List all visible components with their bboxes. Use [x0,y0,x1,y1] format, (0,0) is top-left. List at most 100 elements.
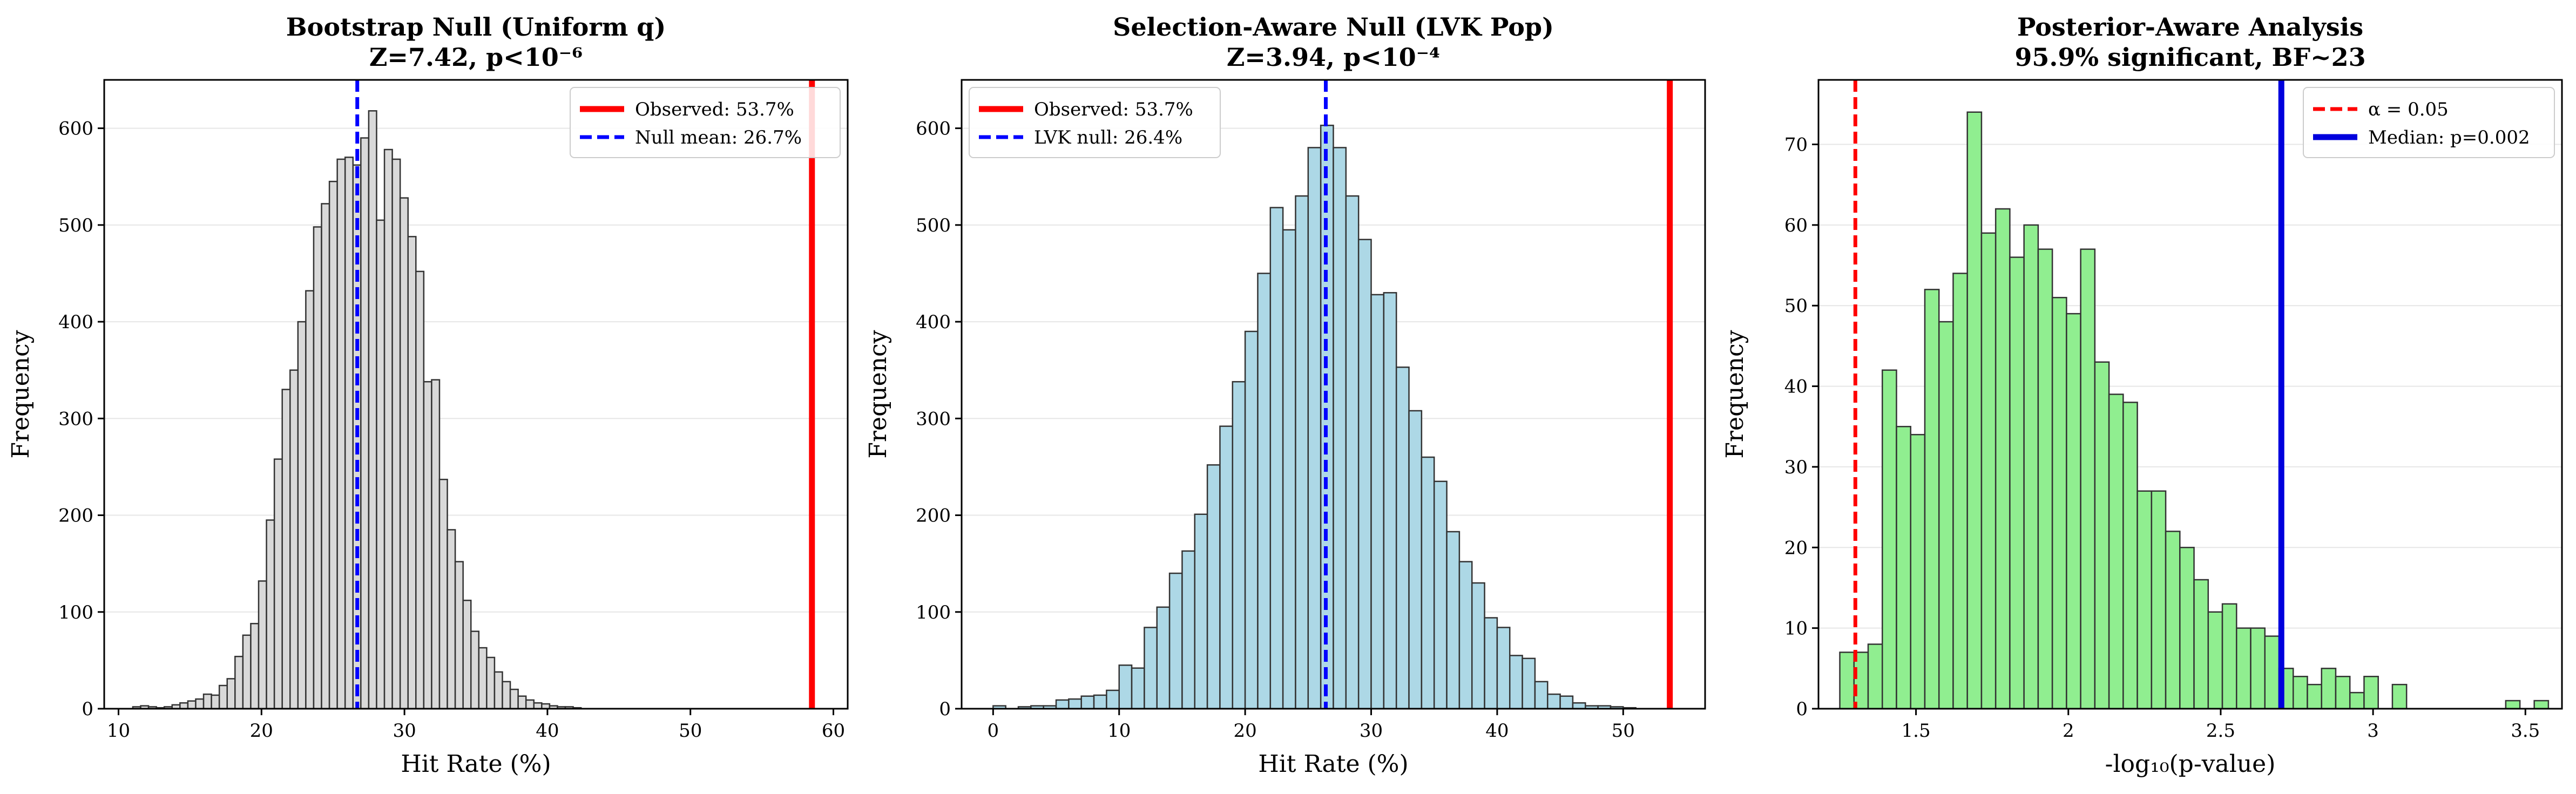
y-tick-label: 100 [58,602,93,623]
histogram-bar [1068,698,1082,710]
x-tick-label: 30 [1360,720,1383,742]
y-tick-label: 300 [58,408,93,430]
panel-title: Posterior-Aware Analysis [2017,12,2363,42]
histogram-bar [1144,627,1158,710]
y-axis-label: Frequency [7,330,35,458]
x-axis-ticks: 1.5 2 2.5 3 3.5 [1902,709,2540,742]
histogram-bar [462,600,472,710]
panel-title: Selection-Aware Null (LVK Pop) [1113,12,1554,42]
histogram-bar [2505,700,2521,710]
x-tick-label: 40 [1485,720,1509,742]
histogram-bar [242,634,252,710]
panel-selection-aware-null: Selection-Aware Null (LVK Pop) Z=3.94, p… [864,12,1706,778]
reference-lines [1323,80,1673,709]
histogram-bar [431,379,441,710]
histogram-bar [1295,195,1309,710]
panel-posterior-aware: Posterior-Aware Analysis 95.9% significa… [1721,12,2563,778]
histogram-bar [2321,668,2337,710]
histogram-bar [1559,695,1574,710]
histogram-bar [493,671,503,710]
histogram-bar [195,698,205,710]
histogram-bar [305,290,315,710]
x-tick-label: 20 [250,720,273,742]
y-tick-label: 200 [916,505,951,527]
histogram-bar [399,197,409,710]
histogram-bar [1484,617,1498,710]
histogram-bar [218,684,228,710]
y-tick-label: 70 [1784,134,1808,155]
histogram-bar [202,693,212,710]
x-axis-label: Hit Rate (%) [401,750,551,778]
histogram-bar [517,695,527,710]
x-tick-label: 2.5 [2206,720,2235,742]
histogram-bar [1357,239,1372,710]
histogram-bar [328,180,338,710]
x-tick-label: 0 [988,720,999,742]
legend-label-observed: Observed: 53.7% [1034,99,1193,120]
histogram-bar [1572,702,1586,710]
histogram-bar [1509,655,1523,710]
histogram-bar [407,236,417,710]
y-tick-label: 500 [916,215,951,236]
histogram-bar [1194,513,1208,710]
histogram-bar [423,381,432,710]
x-tick-label: 2 [2063,720,2074,742]
x-tick-label: 60 [822,720,845,742]
histogram-bar [368,110,377,710]
histogram-bar [2250,627,2266,710]
histogram-bar [2533,700,2550,710]
y-tick-label: 0 [1796,698,1808,720]
histogram-bar [1867,643,1883,710]
histogram-bar [1421,456,1435,710]
y-tick-label: 100 [916,602,951,623]
histogram-bar [1383,292,1397,710]
legend-label-alpha: α = 0.05 [2368,99,2449,120]
x-tick-label: 50 [1612,720,1635,742]
histogram-bar [1244,330,1259,710]
histogram-bar [478,647,488,710]
histogram-bar [533,702,543,710]
histogram-bar [2122,402,2138,710]
y-tick-label: 30 [1784,457,1808,478]
x-tick-label: 1.5 [1902,720,1931,742]
histogram-bar [2236,627,2252,710]
legend-label-null-mean: Null mean: 26.7% [635,127,802,148]
legend: α = 0.05 Median: p=0.002 [2303,87,2555,158]
x-axis-label: -log₁₀(p-value) [2105,750,2276,778]
histogram-bar [273,458,283,710]
legend-box [570,87,841,158]
y-tick-label: 60 [1784,215,1808,236]
y-tick-label: 40 [1784,376,1808,398]
histogram-bar [258,580,267,710]
histogram-bars [992,124,1637,710]
histogram-bar [2349,691,2365,710]
histogram-bar [2108,393,2124,710]
y-tick-label: 200 [58,505,93,527]
legend-label-lvk-null: LVK null: 26.4% [1034,127,1182,148]
histogram-bar [281,389,291,710]
histogram-bar [2051,297,2067,710]
y-axis-ticks: 0 100 200 300 400 500 600 [58,118,104,720]
histogram-bar [1219,425,1234,710]
y-axis-ticks: 0 10 20 30 40 50 60 70 [1784,134,1818,720]
histogram-bars [1839,111,2550,710]
legend-box [969,87,1221,158]
histogram-bar [1333,147,1347,710]
histogram-bar [1980,232,1997,710]
histogram-bar [1269,207,1284,710]
y-tick-label: 10 [1784,618,1808,640]
histogram-bar [415,270,425,710]
histogram-bar [1118,664,1133,710]
histogram-bar [1881,369,1897,710]
histogram-bar [2292,676,2308,710]
histogram-bar [344,157,354,710]
histogram-bar [1471,582,1485,710]
histogram-bar [2151,490,2167,710]
histogram-bar [2094,361,2110,710]
histogram-bar [2023,224,2039,710]
y-axis-label: Frequency [864,330,892,458]
y-axis-label: Frequency [1721,330,1749,458]
histogram-bar [250,623,260,710]
histogram-bar [313,226,322,710]
histogram-bar [1839,652,1855,710]
